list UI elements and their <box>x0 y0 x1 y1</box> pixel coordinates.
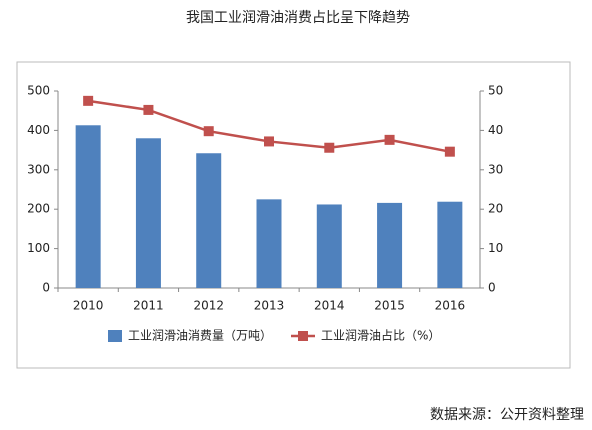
legend-swatch <box>298 331 308 341</box>
chart-frame <box>16 61 571 369</box>
y-tick-label: 0 <box>42 281 50 295</box>
y-tick-label: 200 <box>27 202 50 216</box>
line-marker <box>384 134 395 145</box>
bar <box>377 202 403 288</box>
bar <box>316 204 342 288</box>
x-tick-label: 2012 <box>193 299 224 313</box>
y-tick-label: 500 <box>27 84 50 98</box>
y2-tick-label: 50 <box>488 84 503 98</box>
legend-label: 工业润滑油消费量（万吨） <box>128 329 272 343</box>
line-marker <box>203 126 214 137</box>
legend-swatch <box>108 330 122 342</box>
chart-title: 我国工业润滑油消费占比呈下降趋势 <box>186 9 410 26</box>
y-tick-label: 400 <box>27 123 50 137</box>
line-marker <box>83 95 94 106</box>
source-note: 数据来源：公开资料整理 <box>430 407 584 423</box>
bar <box>196 153 222 288</box>
bar <box>437 201 463 288</box>
x-tick-label: 2011 <box>133 299 164 313</box>
bar <box>75 125 101 288</box>
bar <box>256 199 282 288</box>
legend-label: 工业润滑油占比（%） <box>321 328 440 343</box>
y2-tick-label: 0 <box>488 281 496 295</box>
y2-tick-label: 10 <box>488 241 503 255</box>
x-tick-label: 2013 <box>254 299 285 313</box>
y-tick-label: 300 <box>27 162 50 176</box>
x-tick-label: 2015 <box>374 299 405 313</box>
y2-tick-label: 40 <box>488 123 503 137</box>
y2-tick-label: 30 <box>488 162 503 176</box>
line-marker <box>264 136 274 147</box>
x-tick-label: 2016 <box>435 299 466 313</box>
y2-tick-label: 20 <box>488 202 503 216</box>
y-tick-label: 100 <box>27 241 50 255</box>
line-marker <box>444 146 455 157</box>
x-tick-label: 2010 <box>73 299 104 313</box>
line-marker <box>324 142 335 153</box>
line-marker <box>143 104 154 115</box>
bar <box>135 138 161 288</box>
x-tick-label: 2014 <box>314 299 345 313</box>
